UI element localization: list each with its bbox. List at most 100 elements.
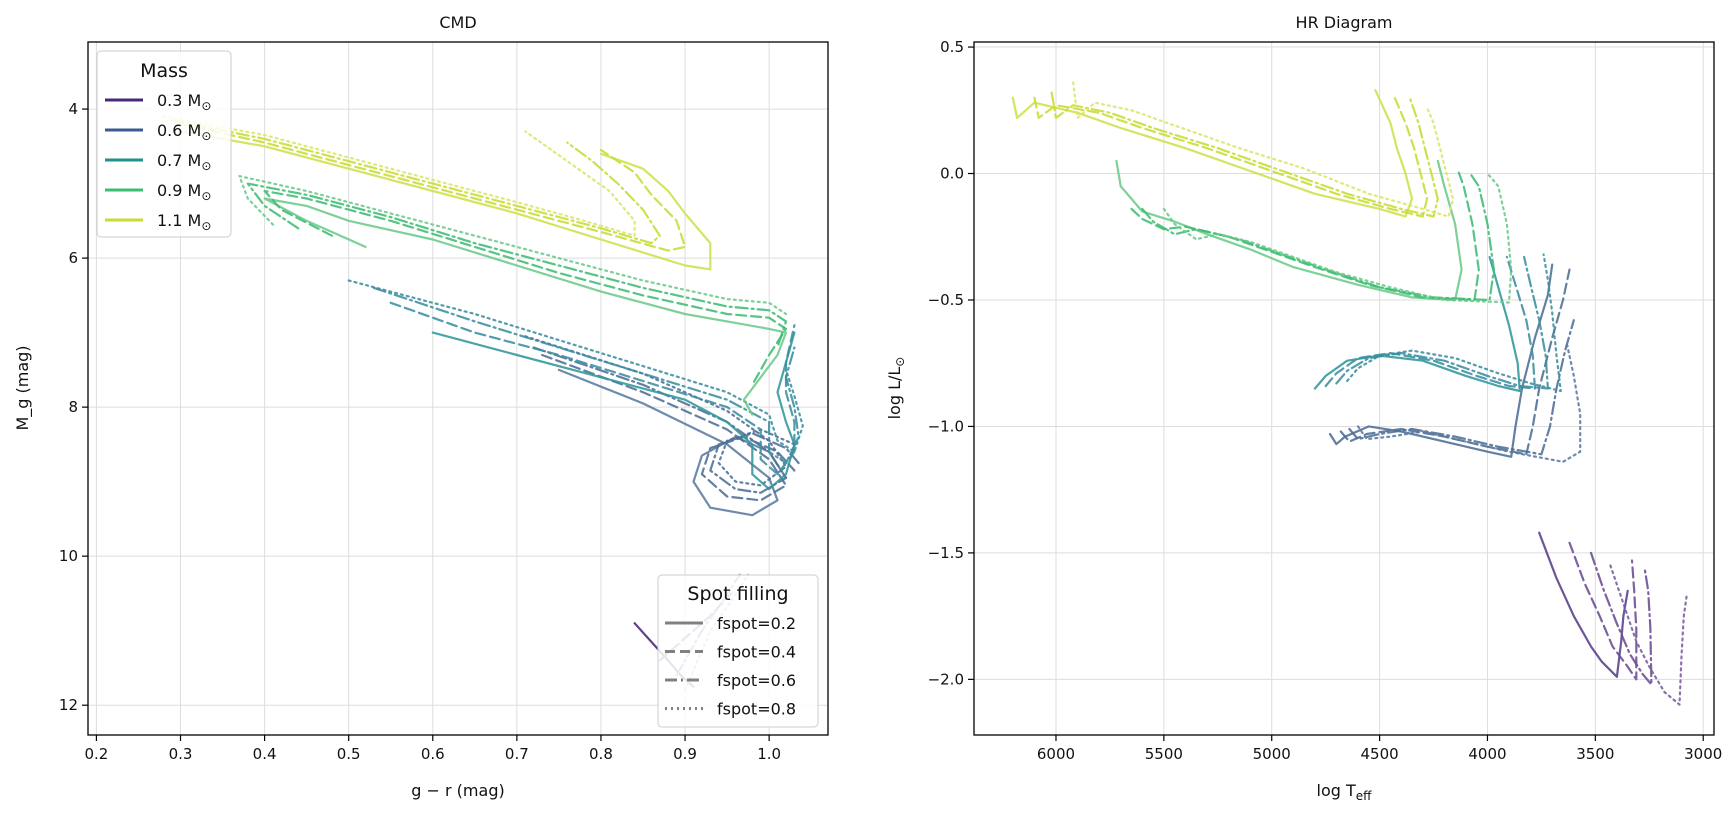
hr-plot-frame (973, 41, 1715, 736)
hr-track-m03-f08 (1609, 564, 1689, 706)
hr-x-tick-label: 6000 (1037, 745, 1075, 763)
mass-legend-label-sub: ⊙ (201, 159, 211, 173)
cmd-track-m07-f08 (347, 279, 804, 453)
cmd-y-ticks: 4 6 8 10 12 (59, 100, 88, 714)
spot-legend-label: fspot=0.6 (717, 671, 796, 690)
hr-track-m07-f08 (1346, 253, 1562, 393)
cmd-y-axis-label: M_g (mag) (13, 345, 33, 430)
hr-y-tick-label: −2.0 (928, 670, 964, 688)
cmd-y-tick-label: 8 (68, 398, 78, 416)
hr-y-tick-label: −0.5 (928, 291, 964, 309)
hr-track-m07-f04 (1324, 255, 1537, 390)
cmd-track-m06-f02 (557, 368, 788, 517)
cmd-track-m09-f02 (263, 197, 788, 416)
hr-track-m11-f02 (1011, 88, 1414, 218)
hr-track-m09-f04 (1130, 167, 1480, 302)
hr-track-m06-f06 (1348, 319, 1575, 456)
spot-legend-label: fspot=0.2 (717, 614, 796, 633)
hr-x-tick-label: 3000 (1684, 745, 1722, 763)
hr-x-tick-label: 5000 (1253, 745, 1291, 763)
hr-track-m09-f08 (1162, 172, 1513, 304)
spot-legend-title: Spot filling (687, 583, 788, 605)
mass-legend-label-main: 0.9 M (157, 181, 201, 200)
hr-track-m03-f06 (1589, 551, 1653, 686)
cmd-x-tick-label: 0.4 (253, 745, 277, 763)
cmd-x-tick-label: 0.3 (169, 745, 193, 763)
cmd-x-tick-label: 0.9 (673, 745, 697, 763)
hr-x-ticks: 6000 5500 5000 4500 4000 3500 3000 (1037, 735, 1722, 763)
cmd-x-tick-label: 1.0 (757, 745, 781, 763)
cmd-x-tick-label: 0.7 (505, 745, 529, 763)
cmd-track-m07-f02 (431, 331, 796, 491)
hr-x-tick-label: 3500 (1576, 745, 1614, 763)
spot-legend-label: fspot=0.4 (717, 643, 796, 662)
hr-track-m11-f04 (1033, 96, 1429, 218)
hr-y-tick-label: 0.5 (940, 38, 964, 56)
hr-track-m06-f08 (1356, 344, 1582, 463)
hr-track-m11-f06 (1050, 91, 1439, 218)
hr-y-tick-label: −1.0 (928, 417, 964, 435)
cmd-x-ticks: 0.2 0.3 0.4 0.5 0.6 0.7 0.8 0.9 1.0 (84, 735, 781, 763)
hr-y-ticks: 0.5 0.0 −0.5 −1.0 −1.5 −2.0 (928, 38, 974, 688)
cmd-track-m09-f04 (263, 189, 788, 386)
mass-legend-label: 0.7 M⊙ (157, 151, 211, 173)
mass-legend-label: 0.3 M⊙ (157, 91, 211, 113)
cmd-track-m06-f04 (540, 353, 796, 502)
spot-legend-box (657, 574, 819, 728)
cmd-x-tick-label: 0.2 (84, 745, 108, 763)
mass-legend-label-main: 1.1 M (157, 211, 201, 230)
mass-legend-label: 1.1 M⊙ (157, 211, 211, 233)
hr-series-group (1011, 81, 1689, 706)
mass-legend-label-sub: ⊙ (201, 129, 211, 143)
cmd-track-m07-f06 (372, 286, 800, 465)
cmd-track-m11-f08 (162, 115, 636, 237)
hr-track-m07-f06 (1335, 255, 1550, 390)
hr-track-m09-f02 (1115, 159, 1463, 302)
hr-grid (974, 42, 1714, 735)
cmd-x-tick-label: 0.6 (421, 745, 445, 763)
hr-track-m03-f04 (1568, 541, 1638, 681)
hr-title: HR Diagram (1296, 13, 1393, 32)
cmd-y-tick-label: 6 (68, 249, 78, 267)
mass-legend-label-sub: ⊙ (201, 189, 211, 203)
cmd-y-tick-label: 12 (59, 696, 78, 714)
cmd-y-tick-label: 10 (59, 547, 78, 565)
spot-legend-label: fspot=0.8 (717, 700, 796, 719)
hr-y-tick-label: 0.0 (940, 165, 964, 183)
hr-track-m09-f06 (1141, 172, 1496, 302)
cmd-track-m07-f04 (389, 301, 796, 476)
mass-legend-label-main: 0.3 M (157, 91, 201, 110)
cmd-x-tick-label: 0.5 (337, 745, 361, 763)
cmd-track-m09-f06 (246, 182, 788, 349)
hr-y-tick-label: −1.5 (928, 544, 964, 562)
hr-track-m07-f02 (1313, 255, 1521, 393)
cmd-track-m11-f04 (179, 122, 687, 252)
cmd-x-tick-label: 0.8 (589, 745, 613, 763)
mass-legend-label-sub: ⊙ (201, 99, 211, 113)
hr-y-axis-label: log L/L⊙ (885, 357, 907, 420)
cmd-plot-frame (87, 41, 829, 736)
cmd-track-m06-f08 (524, 335, 796, 487)
hr-x-axis-label: log Teff (1317, 781, 1373, 803)
spot-filling-legend: Spot filling fspot=0.2 fspot=0.4 fspot=0.6 f… (657, 574, 819, 728)
hr-x-tick-label: 4500 (1361, 745, 1399, 763)
hr-track-m03-f02 (1538, 531, 1629, 678)
hr-x-tick-label: 4000 (1468, 745, 1506, 763)
mass-legend-label: 0.9 M⊙ (157, 181, 211, 203)
mass-legend-label-main: 0.6 M (157, 121, 201, 140)
cmd-y-tick-label: 4 (68, 100, 78, 118)
hr-track-m11-f08 (1072, 81, 1455, 218)
cmd-track-m11-f02 (179, 130, 712, 271)
cmd-track-m09-f08 (238, 175, 788, 316)
cmd-track-m11-f06 (171, 119, 661, 245)
mass-legend-label-sub: ⊙ (201, 219, 211, 233)
mass-legend-label-main: 0.7 M (157, 151, 201, 170)
mass-legend-title: Mass (140, 60, 188, 82)
cmd-x-axis-label: g − r (mag) (411, 781, 504, 800)
hr-panel: 6000 5500 5000 4500 4000 3500 3000 0.5 0.0 −0.5 −… (885, 13, 1722, 803)
hr-x-tick-label: 5500 (1145, 745, 1183, 763)
mass-legend-label: 0.6 M⊙ (157, 121, 211, 143)
